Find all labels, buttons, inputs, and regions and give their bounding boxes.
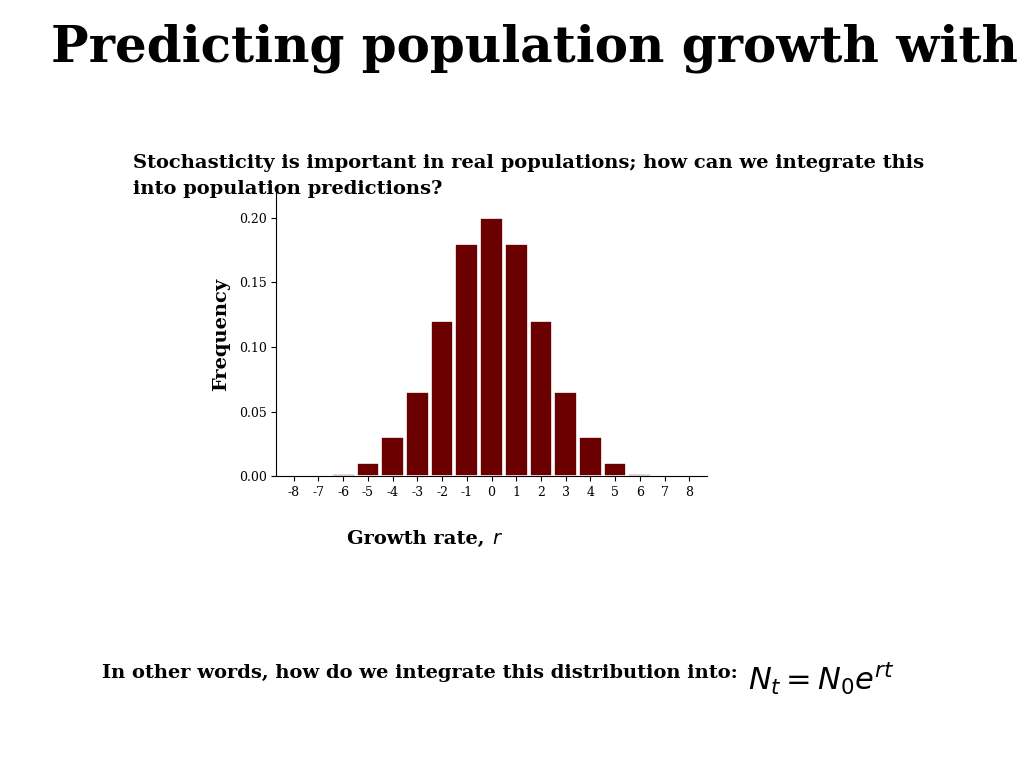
Bar: [431, 321, 454, 476]
Y-axis label: Frequency: Frequency: [213, 277, 230, 391]
Text: Predicting population growth with stochasticity: Predicting population growth with stocha…: [51, 23, 1024, 72]
Bar: [381, 438, 404, 476]
Bar: [332, 474, 354, 476]
Text: $N_t = N_0 e^{rt}$: $N_t = N_0 e^{rt}$: [748, 660, 894, 697]
Bar: [529, 321, 552, 476]
Text: In other words, how do we integrate this distribution into:: In other words, how do we integrate this…: [102, 664, 738, 682]
Text: Stochasticity is important in real populations; how can we integrate this
into p: Stochasticity is important in real popul…: [133, 154, 925, 198]
Bar: [480, 218, 503, 476]
Bar: [456, 243, 478, 476]
Bar: [629, 474, 651, 476]
Bar: [554, 392, 578, 476]
Bar: [579, 438, 602, 476]
Text: $\mathit{r}$: $\mathit{r}$: [492, 530, 503, 548]
Bar: [604, 463, 627, 476]
Bar: [505, 243, 527, 476]
Text: Growth rate,: Growth rate,: [347, 530, 492, 548]
Bar: [406, 392, 429, 476]
Bar: [356, 463, 379, 476]
